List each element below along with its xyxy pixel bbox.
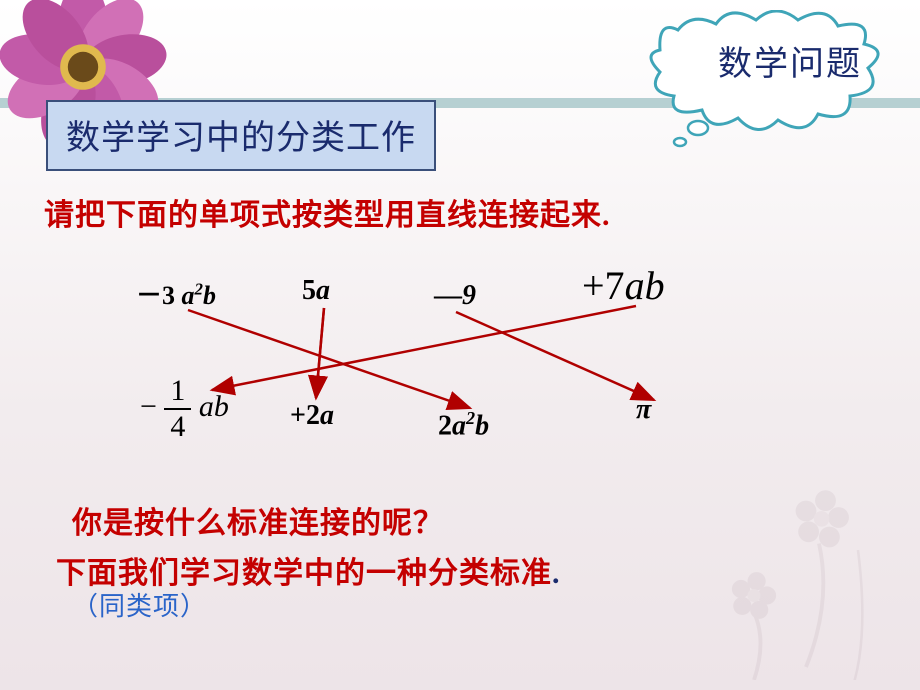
question-2-dot: .	[552, 557, 561, 590]
question-1: 你是按什么标准连接的呢？	[72, 498, 444, 542]
speech-label: 数学问题	[718, 36, 862, 85]
term-b4: π	[636, 394, 651, 426]
term-t3: —9	[434, 280, 476, 312]
term-b1: − 14 ab	[140, 376, 229, 442]
title-text: 数学学习中的分类工作	[66, 120, 416, 157]
title-box: 数学学习中的分类工作	[46, 100, 436, 171]
instruction-text: 请把下面的单项式按类型用直线连接起来.	[44, 190, 611, 234]
term-b3: 2a2b	[438, 408, 489, 442]
term-t4: +7ab	[582, 262, 665, 309]
term-t2: 5a	[302, 275, 330, 307]
watermark-flowers	[650, 420, 910, 680]
term-b2: +2a	[290, 400, 334, 432]
question-3: （同类项）	[72, 586, 207, 623]
term-t1: －3 a2b	[136, 275, 216, 312]
